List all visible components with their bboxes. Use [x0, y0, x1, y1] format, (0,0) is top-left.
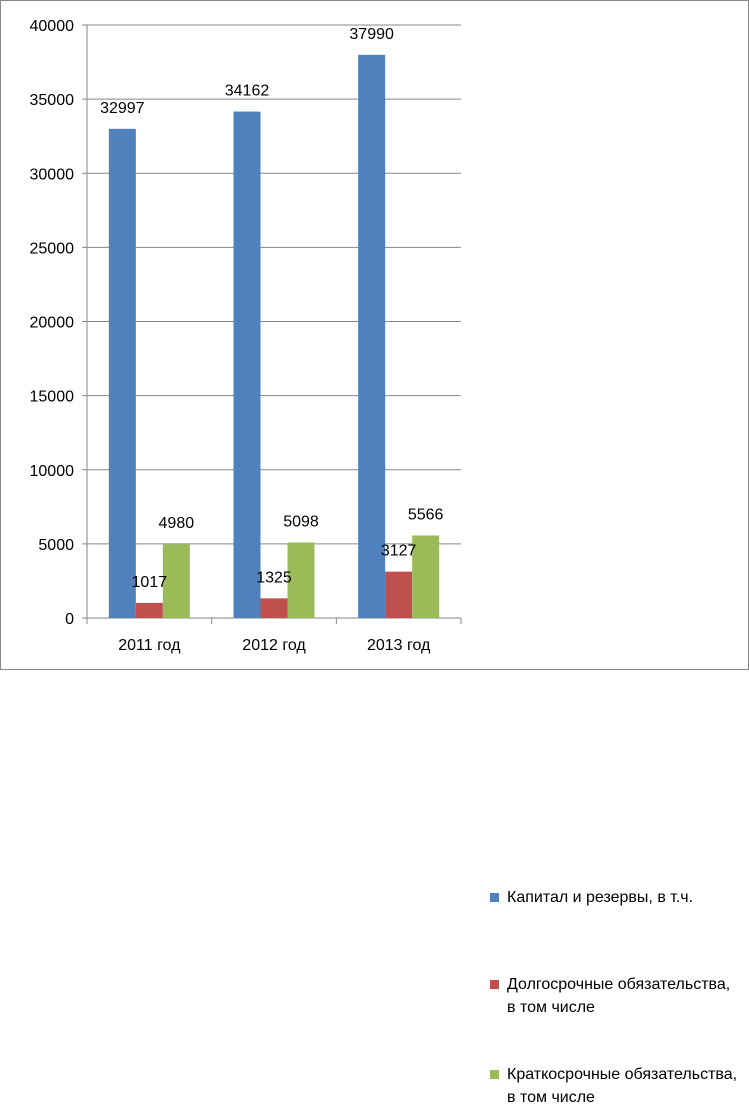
bar	[260, 598, 288, 618]
bar	[358, 54, 386, 619]
legend-label-capital: Капитал и резервы, в т.ч.	[507, 889, 694, 906]
y-tick-label: 15000	[30, 389, 75, 406]
data-label: 1325	[256, 569, 292, 586]
legend-swatch-long-term	[490, 980, 499, 989]
bar	[385, 571, 413, 618]
data-label: 32997	[100, 100, 145, 117]
data-label: 34162	[225, 83, 270, 100]
y-tick-label: 25000	[30, 240, 75, 257]
legend-swatch-short-term	[490, 1070, 499, 1079]
bar	[135, 602, 163, 618]
y-tick-label: 35000	[30, 92, 75, 109]
x-tick-label: 2012 год	[242, 637, 306, 654]
bar	[162, 544, 190, 618]
bar	[233, 111, 261, 619]
bar	[108, 128, 136, 619]
legend-label-short-term: Краткосрочные обязательства, в том числе	[507, 1066, 738, 1106]
x-tick-label: 2013 год	[367, 637, 431, 654]
bar	[412, 535, 440, 618]
y-tick-label: 30000	[30, 166, 75, 183]
x-axis: 2011 год 2012 год 2013 год	[86, 617, 462, 654]
data-label: 3127	[381, 543, 417, 560]
y-tick-label: 0	[65, 611, 74, 628]
y-tick-label: 40000	[30, 18, 75, 35]
bar	[287, 542, 315, 618]
gridlines	[87, 24, 461, 545]
legend-swatch-capital	[490, 893, 499, 902]
y-axis: 0 5000 10000 15000 20000 25000 30000 35000 40000	[30, 18, 88, 628]
data-label: 4980	[159, 515, 195, 532]
data-label: 1017	[132, 574, 168, 591]
data-label: 37990	[349, 26, 394, 43]
data-label: 5098	[283, 513, 319, 530]
x-tick-label: 2011 год	[118, 637, 181, 654]
data-labels: 32997 1017 4980 34162 1325 5098 37990 3127 5566	[100, 26, 443, 591]
y-tick-label: 20000	[30, 315, 75, 332]
bars	[108, 54, 440, 619]
legend-label-long-term: Долгосрочные обязательства, в том числе	[507, 976, 731, 1016]
y-tick-label: 5000	[38, 537, 74, 554]
y-tick-label: 10000	[30, 463, 75, 480]
data-label: 5566	[408, 506, 444, 523]
plot-area: 0 5000 10000 15000 20000 25000 30000 35000 40000…	[30, 18, 462, 654]
